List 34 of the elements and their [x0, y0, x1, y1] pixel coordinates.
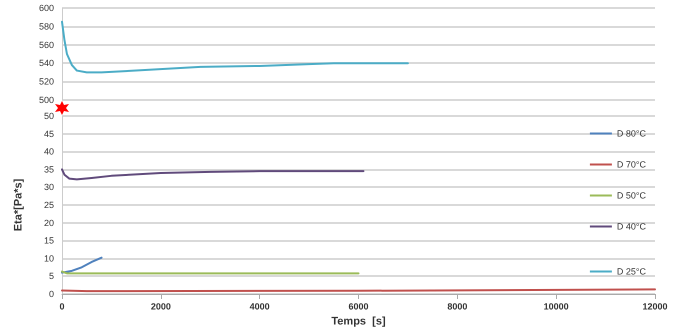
- x-tick-label: 10000: [544, 302, 569, 312]
- x-tick-label: 0: [59, 302, 65, 312]
- y-tick-label: 0: [48, 289, 54, 299]
- x-tick-label: 12000: [642, 302, 668, 312]
- x-tick-label: 2000: [150, 302, 171, 312]
- line-series: [61, 168, 364, 180]
- y-tick-label: 5: [48, 271, 54, 282]
- y-tick-label: 35: [44, 164, 54, 174]
- y-tick-label: 50: [44, 111, 54, 121]
- y-tick-label: 500: [38, 95, 54, 105]
- y-tick-label: 40: [44, 146, 54, 157]
- legend-label: D 50°C: [616, 190, 646, 200]
- y-tick-label: 540: [38, 58, 54, 68]
- x-tick-label: 8000: [447, 302, 468, 312]
- legend-label: D 40°C: [616, 222, 646, 232]
- y-tick-label: 15: [44, 236, 54, 246]
- legend-label: D 25°C: [616, 266, 646, 276]
- x-axis-title: Temps [s]: [331, 316, 386, 328]
- line-series: [61, 20, 409, 74]
- y-tick-label: 10: [44, 253, 54, 264]
- line-series: [61, 256, 103, 274]
- y-tick-label: 30: [44, 182, 54, 192]
- y-tick-label: 600: [38, 3, 54, 13]
- y-tick-label: 560: [38, 40, 54, 50]
- y-tick-label: 25: [44, 200, 54, 210]
- y-tick-label: 45: [44, 128, 54, 139]
- y-tick-label: 580: [38, 21, 54, 32]
- legend-label: D 70°C: [616, 160, 646, 170]
- legend-label: D 80°C: [616, 128, 646, 138]
- y-tick-label: 520: [38, 76, 54, 87]
- x-tick-label: 4000: [250, 302, 270, 312]
- x-tick-label: 6000: [348, 302, 369, 312]
- y-axis-title: Eta*[Pa*s]: [12, 178, 24, 232]
- y-tick-label: 20: [44, 218, 54, 228]
